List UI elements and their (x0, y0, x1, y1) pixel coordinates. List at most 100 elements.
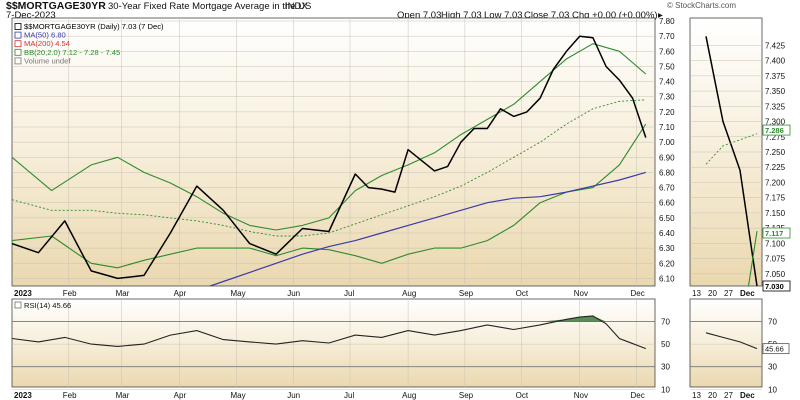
zoom-y-tick-label: 7.050 (765, 270, 786, 279)
rsi-legend-label: RSI(14) 45.66 (24, 301, 71, 310)
y-tick-label: 6.80 (659, 168, 675, 177)
quote-change: Chg +0.00 (+0.00%) (572, 10, 658, 21)
y-tick-label: 7.00 (659, 138, 675, 147)
zoom-y-tick-label: 7.150 (765, 209, 786, 218)
zoom-y-tick-label: 7.425 (765, 41, 786, 50)
exchange-label: INDX (285, 1, 308, 12)
x-tick-label: Nov (574, 289, 588, 298)
y-tick-label: 7.60 (659, 47, 675, 56)
y-tick-label: 7.70 (659, 32, 675, 41)
x-tick-label: Aug (402, 289, 416, 298)
rsi-zoom-tick-label: 70 (768, 318, 777, 327)
y-tick-label: 6.40 (659, 229, 675, 238)
rsi-x-tick-label: Jul (344, 391, 354, 400)
zoom-y-tick-label: 7.275 (765, 133, 786, 142)
rsi-zoom-x-tick-label: 13 (692, 391, 701, 400)
y-tick-label: 7.10 (659, 123, 675, 132)
rsi-x-tick-label: Dec (631, 391, 645, 400)
rsi-zoom-tick-label: 10 (768, 385, 777, 394)
y-tick-label: 7.30 (659, 93, 675, 102)
rsi-zoom-panel (689, 298, 763, 388)
rsi-value-flag: 45.66 (762, 343, 790, 355)
quote-high: High 7.03 (441, 10, 482, 21)
legend: RSI(14) 45.66 $$MORTGAGE30YR (Daily) 7.03… (14, 22, 164, 310)
rsi-tick-label: 10 (661, 385, 670, 394)
legend-entry: MA(50) 6.80 (24, 31, 66, 40)
zoom-series-bb-middle (705, 133, 758, 165)
series--mortgage30yr (12, 35, 647, 280)
zoom-series-bb-lower (747, 231, 758, 286)
x-tick-label: Dec (631, 289, 645, 298)
rsi-legend-swatch (14, 301, 22, 309)
series-bb-middle (12, 99, 646, 237)
zoom-y-tick-label: 7.250 (765, 148, 786, 157)
rsi-x-tick-label: Oct (516, 391, 529, 400)
legend-entry: $$MORTGAGE30YR (Daily) 7.03 (7 Dec) (24, 22, 164, 31)
series-bb-lower (12, 123, 647, 269)
zoom-y-tick-label: 7.100 (765, 239, 786, 248)
price-flag-label: 7.030 (765, 282, 784, 291)
rsi-x-tick-label: 2023 (14, 391, 32, 400)
rsi-x-tick-label: Aug (402, 391, 416, 400)
zoom-x-tick-label: 13 (692, 289, 701, 298)
zoom-y-tick-label: 7.325 (765, 102, 786, 111)
rsi-zoom-x-tick-label: 20 (708, 391, 717, 400)
zoom-y-tick-label: 7.075 (765, 255, 786, 264)
rsi-x-tick-label: Mar (116, 391, 130, 400)
zoom-y-tick-label: 7.350 (765, 87, 786, 96)
rsi-x-tick-label: May (230, 391, 245, 400)
rsi-zoom-x-tick-label: 27 (724, 391, 733, 400)
x-tick-label: 2023 (14, 289, 32, 298)
legend-swatch (14, 23, 22, 30)
x-tick-label: May (230, 289, 245, 298)
x-tick-label: Apr (174, 289, 187, 298)
legend-entry: MA(200) 4.54 (24, 39, 70, 48)
y-tick-label: 6.10 (659, 274, 675, 283)
y-tick-label: 7.80 (659, 17, 675, 26)
rsi-x-tick-label: Jun (287, 391, 300, 400)
zoom-y-tick-label: 7.375 (765, 72, 786, 81)
legend-swatch (14, 40, 22, 48)
rsi-zoom-line (705, 332, 758, 350)
x-tick-label: Jul (344, 289, 354, 298)
chart-date: 7-Dec-2023 (6, 10, 56, 21)
chart-title: $$MORTGAGE30YR (6, 0, 106, 12)
y-tick-label: 6.20 (659, 259, 675, 268)
zoom-y-tick-label: 7.200 (765, 178, 786, 187)
rsi-tick-label: 50 (661, 340, 670, 349)
x-tick-label: Oct (516, 289, 529, 298)
legend-entry: Volume undef (24, 56, 71, 65)
quote-open: Open 7.03 (397, 10, 441, 21)
y-tick-label: 6.50 (659, 214, 675, 223)
y-tick-label: 6.60 (659, 199, 675, 208)
chart-subtitle: 30-Year Fixed Rate Mortgage Average in t… (108, 1, 311, 12)
rsi-x-tick-label: Apr (174, 391, 187, 400)
watermark: © StockCharts.com (667, 1, 736, 10)
zoom-series--mortgage30yr (705, 36, 758, 286)
legend-swatch (14, 48, 22, 56)
price-flag: 7.030 (762, 280, 791, 292)
price-flag-label: 7.286 (765, 126, 784, 135)
series-ma-50- (208, 171, 646, 286)
zoom-y-tick-label: 7.225 (765, 163, 786, 172)
y-tick-label: 7.20 (659, 108, 675, 117)
quote-change-arrow: ▸ (658, 10, 663, 21)
zoom-y-tick-label: 7.300 (765, 118, 786, 127)
zoom-y-tick-label: 7.400 (765, 57, 786, 66)
x-tick-label: Jun (287, 289, 300, 298)
legend-entry: BB(20,2.0) 7.12 - 7.28 - 7.45 (24, 48, 120, 57)
rsi-tick-label: 30 (661, 363, 670, 372)
rsi-tick-label: 70 (661, 318, 670, 327)
y-tick-label: 7.50 (659, 62, 675, 71)
x-tick-label: Mar (116, 289, 130, 298)
x-tick-label: Feb (63, 289, 77, 298)
rsi-zoom-tick-label: 30 (768, 363, 777, 372)
rsi-zoom-x-tick-label: Dec (740, 391, 755, 400)
zoom-x-tick-label: Dec (740, 289, 755, 298)
zoom-y-tick-label: 7.175 (765, 194, 786, 203)
rsi-x-tick-label: Nov (574, 391, 588, 400)
y-tick-label: 6.90 (659, 153, 675, 162)
legend-swatch (14, 31, 22, 39)
zoom-x-tick-label: 27 (724, 289, 733, 298)
